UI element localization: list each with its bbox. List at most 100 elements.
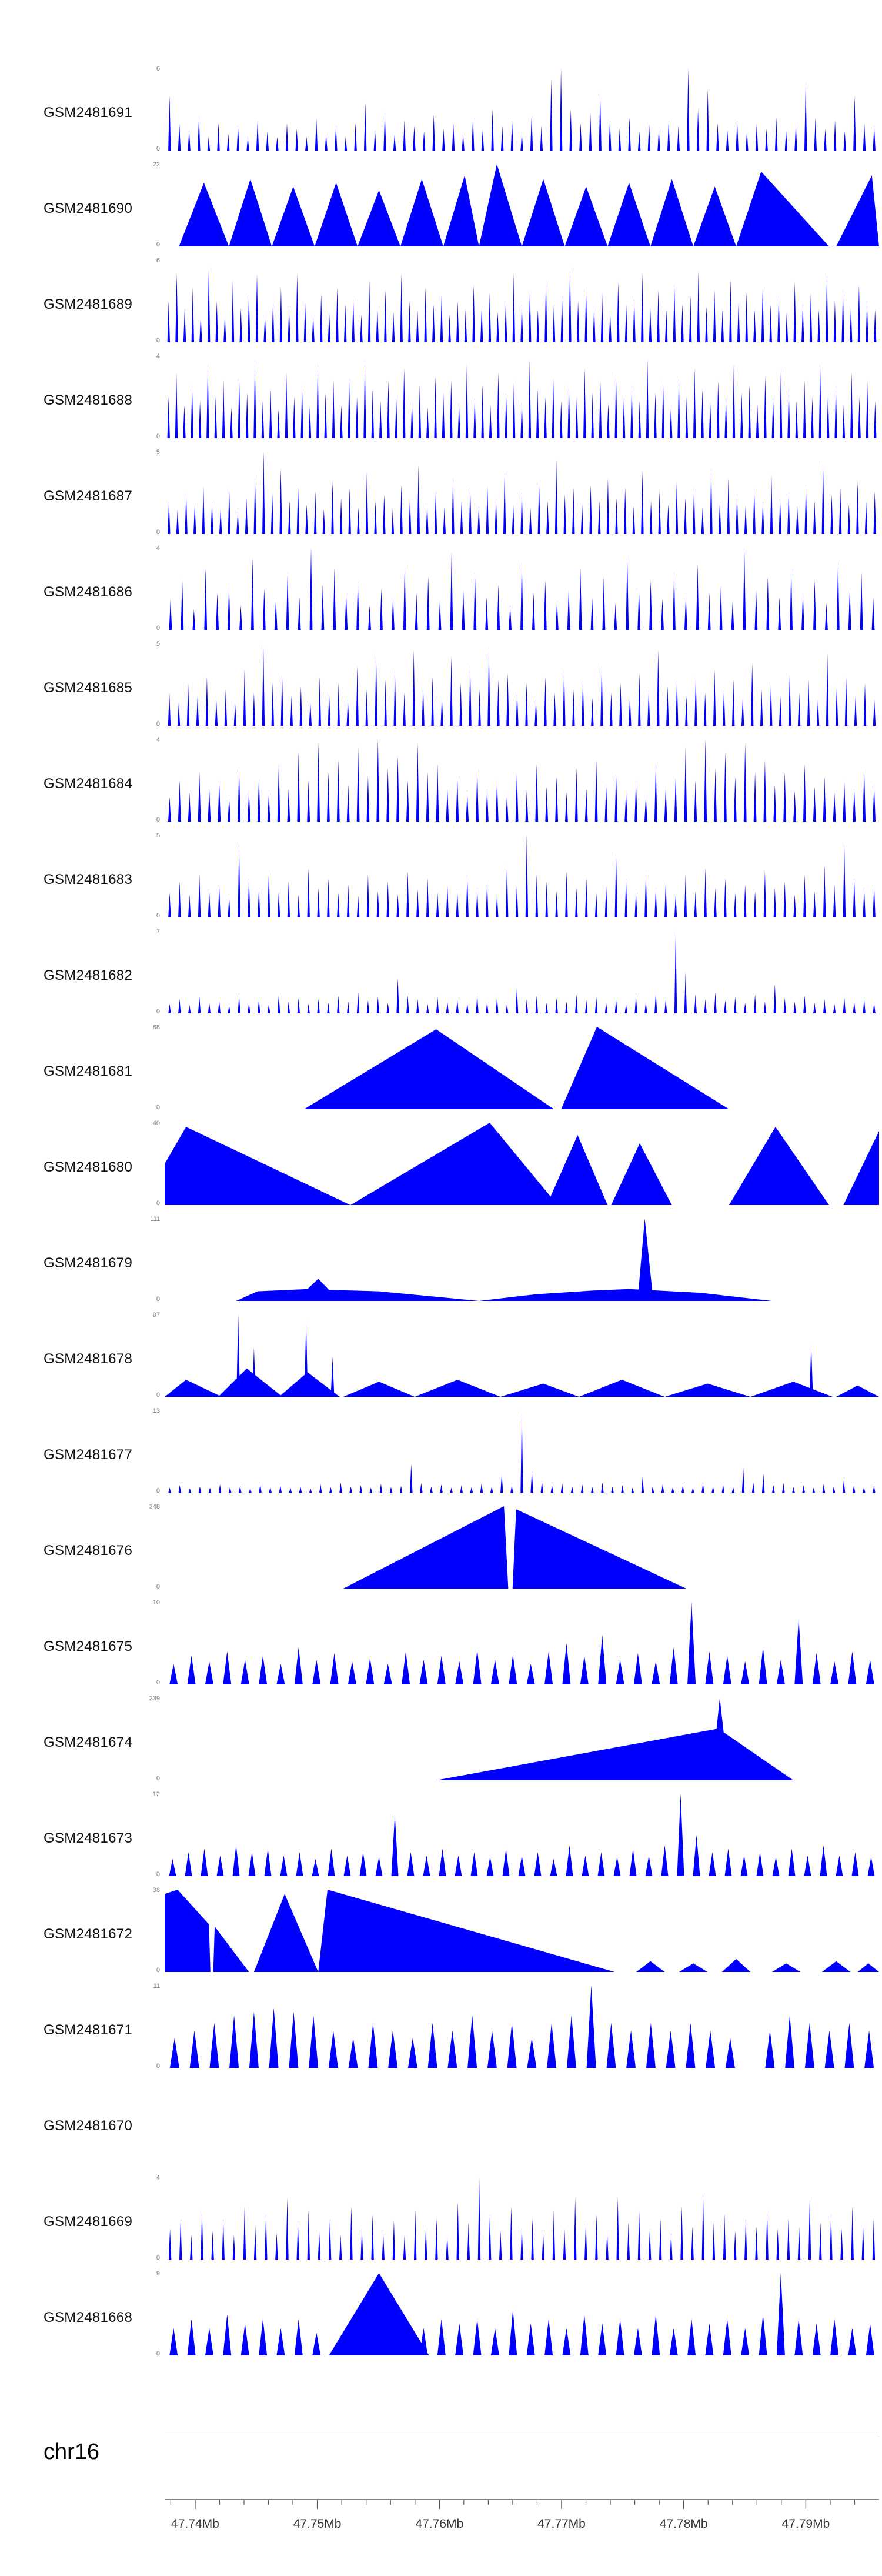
- track-ymax-label: 87: [152, 1312, 160, 1319]
- track-ymin-label: 0: [156, 1296, 160, 1303]
- track-signal: [169, 1602, 874, 1684]
- track-row: GSM2481668 9 0: [0, 2270, 882, 2365]
- track-plot: 5 0: [156, 833, 879, 919]
- track-plot: 4 0: [156, 737, 879, 823]
- axis-tick-label: 47.75Mb: [293, 2517, 342, 2531]
- axis-tick-label: 47.76Mb: [415, 2517, 463, 2531]
- signal-area: [303, 1027, 729, 1109]
- track-plot: 12 0: [153, 1791, 879, 1878]
- track-label: GSM2481684: [44, 775, 133, 792]
- track-ymin-label: 0: [156, 433, 160, 440]
- track-label: GSM2481683: [44, 871, 133, 887]
- track-plot: 5 0: [156, 641, 879, 728]
- track-row: GSM2481674 239 0: [0, 1694, 882, 1790]
- track-ymax-label: 22: [152, 161, 160, 168]
- track-row: GSM2481686 4 0: [0, 544, 882, 640]
- track-ymin-label: 0: [156, 145, 160, 152]
- track-signal: [167, 360, 877, 438]
- track-plot: 38 0: [153, 1887, 879, 1974]
- track-ymax-label: 7: [156, 928, 160, 935]
- track-ymax-label: 5: [156, 640, 160, 648]
- track-signal: [165, 2081, 879, 2164]
- track-label: GSM2481675: [44, 1638, 133, 1654]
- axis-tick-label: 47.74Mb: [171, 2517, 219, 2531]
- track-ymax-label: 68: [152, 1024, 160, 1031]
- chromosome-label: chr16: [44, 2440, 100, 2464]
- track-ymin-label: 0: [156, 241, 160, 248]
- track-signal: [303, 1027, 729, 1109]
- track-signal: [343, 1506, 686, 1589]
- track-row: GSM2481690 22 0: [0, 161, 882, 256]
- track-ymin-label: 0: [156, 816, 160, 823]
- track-ymin-label: 0: [156, 529, 160, 536]
- track-plot: 68 0: [153, 1025, 879, 1111]
- track-ymin-label: 0: [156, 1775, 160, 1782]
- axis-ruler-svg: 47.74Mb 47.75Mb 47.76Mb 47.77Mb 47.78Mb 47.79…: [165, 2499, 879, 2531]
- track-ymin-label: 0: [156, 912, 160, 919]
- track-label: GSM2481671: [44, 2021, 133, 2038]
- signal-area: [168, 739, 876, 822]
- track-signal: [236, 1219, 772, 1301]
- track-ymin-label: 0: [156, 2350, 160, 2357]
- track-ymax-label: 5: [156, 832, 160, 839]
- track-signal: [168, 739, 876, 822]
- track-signal: [179, 164, 879, 246]
- track-plot: 9 0: [156, 2271, 879, 2357]
- signal-area: [167, 266, 877, 342]
- track-row: GSM2481675 10 0: [0, 1599, 882, 1694]
- track-ymax-label: 12: [152, 1791, 160, 1798]
- track-plot: 6 0: [156, 66, 879, 152]
- track-plot: 5 0: [156, 449, 879, 536]
- track-label: GSM2481668: [44, 2309, 133, 2325]
- track-row: GSM2481669 4 0: [0, 2174, 882, 2270]
- track-ymin-label: 0: [156, 1392, 160, 1399]
- track-label: GSM2481669: [44, 2213, 133, 2230]
- track-signal: [167, 266, 877, 342]
- track-ymax-label: 11: [153, 1983, 160, 1990]
- track-row: GSM2481682 7 0: [0, 927, 882, 1023]
- track-plot: 11 0: [153, 1983, 879, 2070]
- track-ymax-label: 6: [156, 65, 160, 72]
- track-plot: 6 0: [156, 258, 879, 344]
- track-ymax-label: 38: [152, 1887, 160, 1894]
- track-label: GSM2481688: [44, 392, 133, 408]
- track-ymin-label: 0: [156, 337, 160, 344]
- track-signal: [168, 835, 876, 917]
- track-row: GSM2481679 111 0: [0, 1215, 882, 1311]
- signal-area: [236, 1219, 772, 1301]
- axis-ruler: 47.74Mb 47.75Mb 47.76Mb 47.77Mb 47.78Mb 47.79…: [165, 2498, 879, 2545]
- track-signal: [168, 452, 876, 534]
- track-row: GSM2481691 6 0: [0, 65, 882, 161]
- signal-area: [169, 548, 875, 630]
- track-signal: [168, 2177, 876, 2260]
- axis-tick-label: 47.79Mb: [782, 2517, 830, 2531]
- track-label: GSM2481691: [44, 104, 133, 121]
- signal-area: [168, 643, 876, 726]
- track-ymax-label: 348: [149, 1503, 160, 1510]
- signal-area: [168, 931, 876, 1013]
- track-row: GSM2481677 13 0: [0, 1407, 882, 1503]
- track-signal: [169, 1986, 874, 2068]
- track-row: GSM2481680 40 0: [0, 1119, 882, 1215]
- track-plot: 22 0: [153, 162, 879, 248]
- signal-area: [168, 68, 876, 151]
- track-ymax-label: 40: [152, 1120, 160, 1127]
- track-label: GSM2481674: [44, 1734, 133, 1750]
- track-label: GSM2481677: [44, 1446, 133, 1463]
- track-ymax-label: 111: [150, 1216, 160, 1223]
- track-ymin-label: 0: [156, 1679, 160, 1686]
- track-ymin-label: 0: [156, 1871, 160, 1878]
- track-ymin-label: 0: [156, 1967, 160, 1974]
- track-ymax-label: 239: [149, 1695, 160, 1702]
- track-label: GSM2481672: [44, 1926, 133, 1942]
- track-plot: 87 0: [153, 1312, 879, 1399]
- signal-area: [168, 452, 876, 534]
- track-signal: [169, 2273, 874, 2355]
- track-row: GSM2481683 5 0: [0, 832, 882, 927]
- track-label: GSM2481682: [44, 967, 133, 983]
- track-plot: 7 0: [156, 929, 879, 1015]
- track-ymax-label: 4: [156, 353, 160, 360]
- signal-area: [169, 1986, 874, 2068]
- track-signal: [165, 1314, 879, 1397]
- track-ymin-label: 0: [156, 2063, 160, 2070]
